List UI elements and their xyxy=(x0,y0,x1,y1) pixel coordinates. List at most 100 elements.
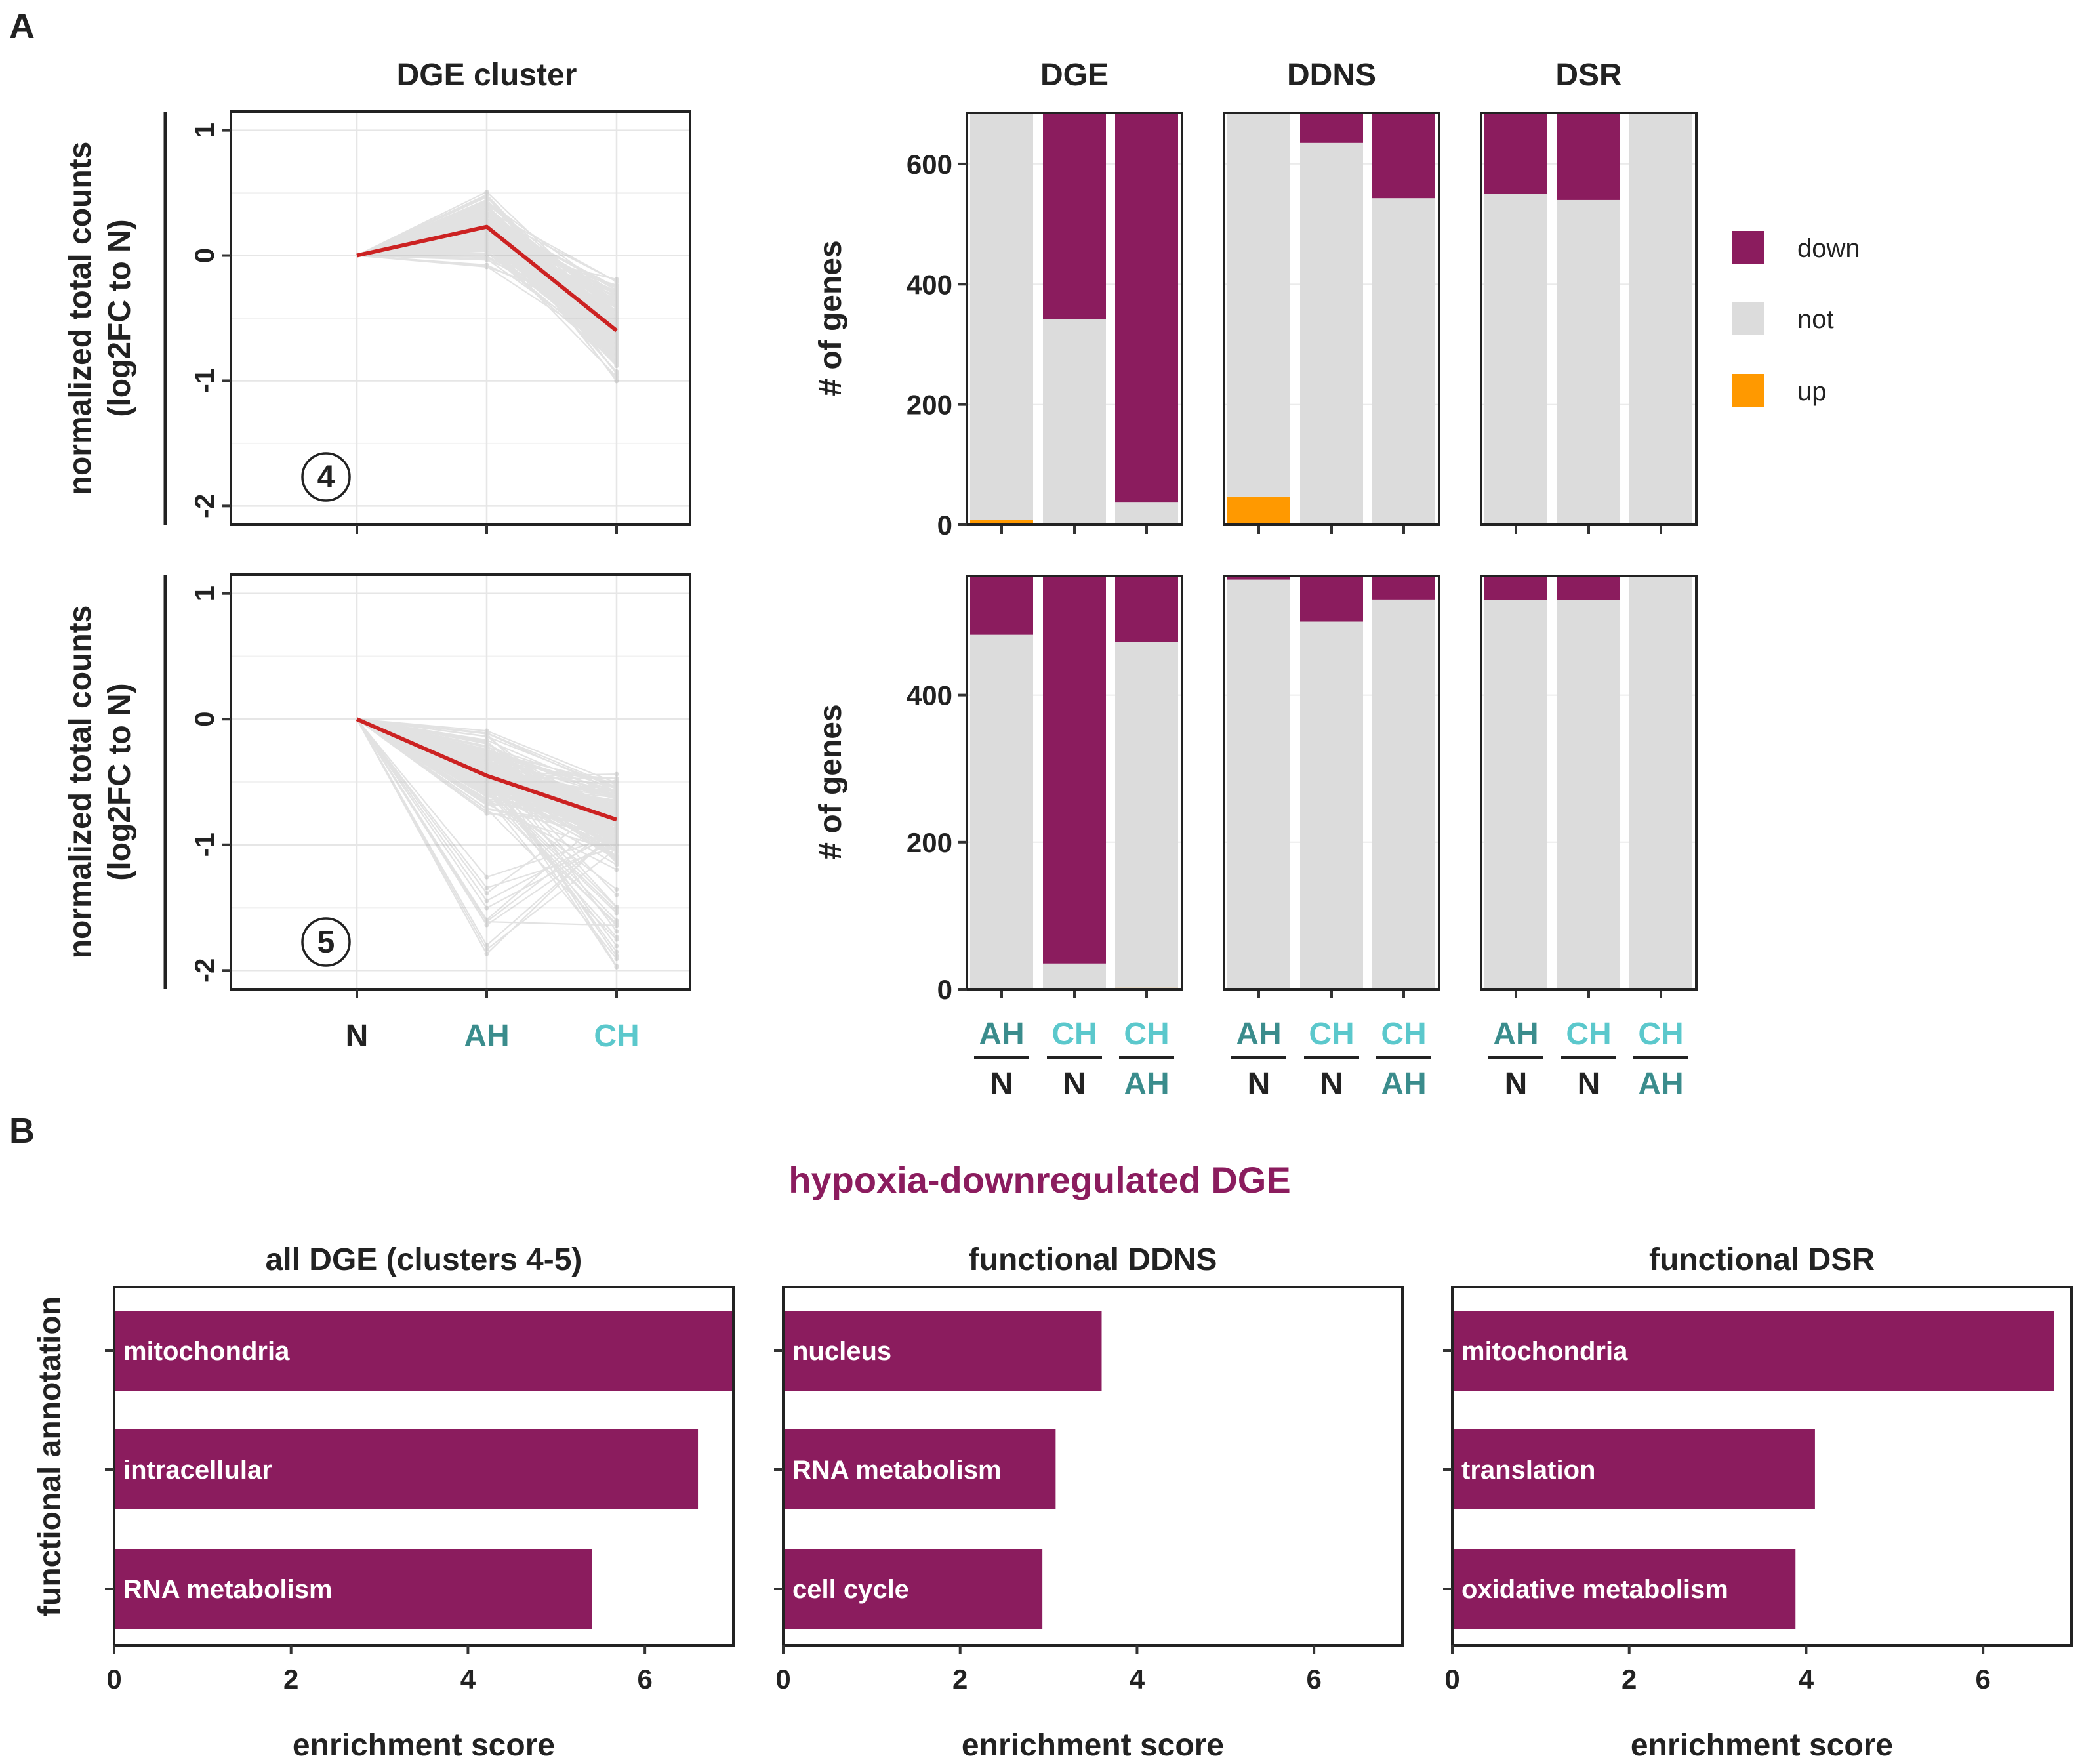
gene-line xyxy=(356,214,617,325)
cluster-badge xyxy=(301,452,351,502)
gene-point xyxy=(614,335,619,340)
gene-point xyxy=(484,257,489,262)
plot-mask xyxy=(205,560,716,573)
comparison-top: CH xyxy=(1381,1017,1426,1052)
legend-label-up: up xyxy=(1797,377,1827,406)
gene-point xyxy=(614,355,619,360)
gene-point xyxy=(484,245,489,251)
gene-point xyxy=(614,331,619,336)
gene-point xyxy=(614,290,619,295)
gene-point xyxy=(614,316,619,321)
gene-point xyxy=(614,335,619,340)
gene-point xyxy=(614,348,619,354)
x-tick-label: 0 xyxy=(1444,1664,1459,1694)
gene-point xyxy=(614,333,619,338)
gene-line xyxy=(356,213,617,304)
x-tick-label: 2 xyxy=(283,1664,298,1694)
gene-line xyxy=(356,233,617,356)
enrichment-bar-label: translation xyxy=(1461,1456,1595,1485)
gene-point xyxy=(614,337,619,342)
gene-point xyxy=(484,769,489,774)
gene-point xyxy=(614,331,619,336)
gene-point xyxy=(614,794,619,800)
gene-point xyxy=(614,335,619,340)
gene-line xyxy=(356,718,617,792)
y-tick-label: 1 xyxy=(189,586,220,601)
gene-point xyxy=(484,232,489,237)
bar-segment-down xyxy=(1115,576,1178,642)
gene-line xyxy=(356,718,617,822)
gene-line xyxy=(356,718,617,813)
gene-point xyxy=(484,207,489,213)
gene-line xyxy=(356,718,617,836)
gene-line xyxy=(356,718,617,812)
gene-point xyxy=(614,317,619,322)
gene-point xyxy=(484,220,489,225)
gene-line xyxy=(356,218,617,321)
gene-point xyxy=(614,828,619,833)
enrichment-title: functional DSR xyxy=(1649,1242,1875,1277)
legend-swatch-down xyxy=(1732,231,1764,264)
gene-point xyxy=(484,239,489,245)
gene-line xyxy=(356,233,617,353)
gene-point xyxy=(614,844,619,850)
gene-line xyxy=(356,718,617,878)
gene-point xyxy=(484,232,489,237)
gene-line xyxy=(356,718,617,926)
gene-point xyxy=(614,811,619,817)
gene-point xyxy=(614,846,619,851)
gene-point xyxy=(484,216,489,222)
gene-point xyxy=(614,923,619,928)
gene-point xyxy=(484,213,489,218)
comparison-top: CH xyxy=(1309,1017,1354,1052)
gene-point xyxy=(614,300,619,306)
gene-point xyxy=(614,795,619,800)
x-tick-label: 0 xyxy=(775,1664,790,1694)
gene-line xyxy=(356,718,617,843)
cluster-badge-label: 5 xyxy=(317,925,335,960)
gene-line xyxy=(356,234,617,366)
gene-point xyxy=(614,808,619,813)
gene-line xyxy=(356,245,617,293)
gene-line xyxy=(356,208,617,323)
gene-point xyxy=(614,831,619,836)
enrichment-bar-label: RNA metabolism xyxy=(792,1456,1002,1485)
bar-segment-not xyxy=(970,634,1033,989)
gene-point xyxy=(614,333,619,338)
gene-line xyxy=(356,718,617,789)
gene-point xyxy=(614,337,619,342)
gene-point xyxy=(484,243,489,249)
gene-point xyxy=(614,282,619,287)
gene-point xyxy=(484,756,489,761)
gene-line xyxy=(356,210,617,365)
gene-point xyxy=(614,323,619,328)
gene-point xyxy=(484,230,489,235)
gene-point xyxy=(614,300,619,306)
gene-point xyxy=(484,755,489,760)
gene-point xyxy=(614,303,619,308)
gene-point xyxy=(484,216,489,221)
gene-point xyxy=(614,791,619,796)
gene-point xyxy=(614,832,619,838)
gene-point xyxy=(614,377,619,382)
gene-line xyxy=(356,236,617,304)
gene-point xyxy=(614,827,619,832)
gene-point xyxy=(484,209,489,215)
gene-point xyxy=(614,309,619,314)
gene-line xyxy=(356,217,617,312)
gene-point xyxy=(614,848,619,853)
gene-line xyxy=(356,217,617,291)
gene-line xyxy=(356,235,617,321)
gene-point xyxy=(484,947,489,952)
gene-point xyxy=(614,277,619,282)
gene-line xyxy=(356,718,617,831)
gene-point xyxy=(614,862,619,867)
gene-point xyxy=(614,344,619,350)
gene-line xyxy=(356,210,617,318)
enrichment-bar-label: oxidative metabolism xyxy=(1461,1575,1728,1604)
gene-point xyxy=(614,337,619,342)
enrichment-bar-label: intracellular xyxy=(123,1456,272,1485)
strip-dge: DGE xyxy=(1040,58,1109,92)
gene-point xyxy=(614,357,619,362)
bar-segment-down xyxy=(1227,576,1290,580)
